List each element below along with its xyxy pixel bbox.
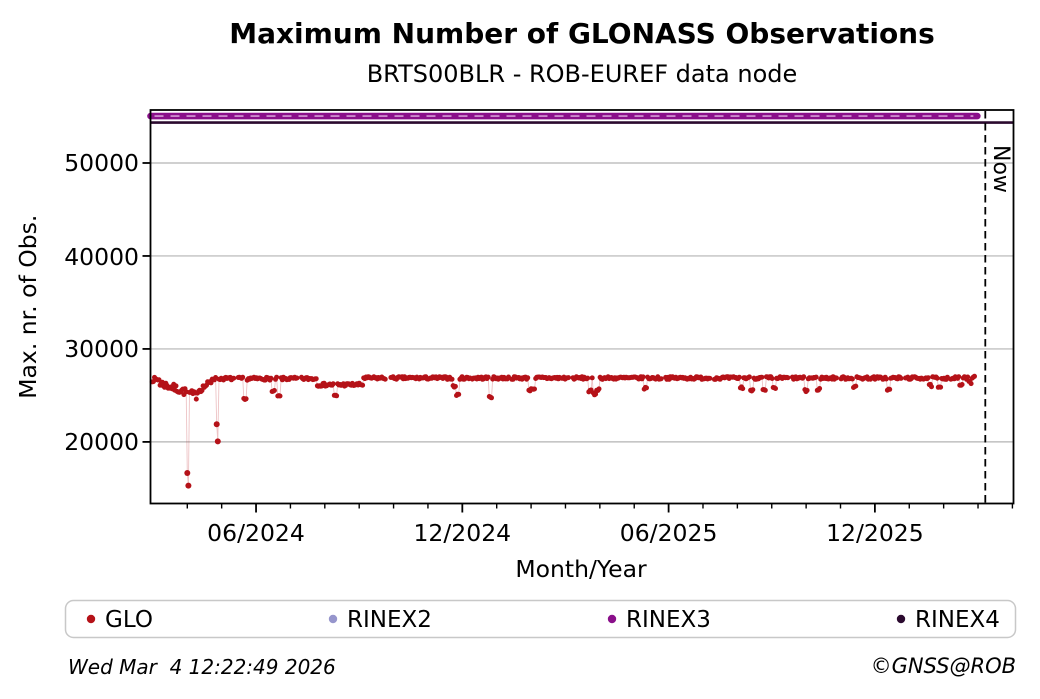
y-tick-label: 50000 [64,149,139,177]
data-series [147,112,1014,489]
legend: GLO RINEX2 RINEX3 RINEX4 [64,599,1017,639]
chart-title: Maximum Number of GLONASS Observations [229,17,935,50]
legend-item-rinex4: RINEX4 [896,607,1000,633]
y-tick-label: 20000 [64,428,139,456]
y-tick-label: 30000 [64,335,139,363]
timestamp: Wed Mar 4 12:22:49 2026 [68,655,336,679]
y-axis-label: Max. nr. of Obs. [14,215,42,399]
plot-frame [149,109,1015,505]
legend-label: RINEX2 [347,607,432,633]
x-tick-label: 06/2025 [620,519,718,547]
gridlines [150,162,1014,443]
rinex4-marker-icon [896,614,906,624]
legend-item-glo: GLO [86,607,153,633]
legend-item-rinex2: RINEX2 [328,607,432,633]
glo-marker-icon [86,614,96,624]
now-label: Now [988,145,1013,193]
x-tick-label: 12/2025 [826,519,924,547]
x-tick-label: 06/2024 [207,519,305,547]
legend-label: RINEX3 [626,607,711,633]
x-tick-label: 12/2024 [413,519,511,547]
y-tick-label: 40000 [64,243,139,271]
rinex3-marker-icon [607,614,617,624]
legend-item-rinex3: RINEX3 [607,607,711,633]
legend-label: GLO [105,607,153,633]
legend-box [64,599,1017,639]
x-axis-label: Month/Year [515,555,647,583]
chart-subtitle: BRTS00BLR - ROB-EUREF data node [367,60,798,88]
credit: ©GNSS@ROB [870,654,1016,678]
axis-ticks [142,162,1014,513]
legend-label: RINEX4 [915,607,1000,633]
rinex2-marker-icon [328,614,338,624]
